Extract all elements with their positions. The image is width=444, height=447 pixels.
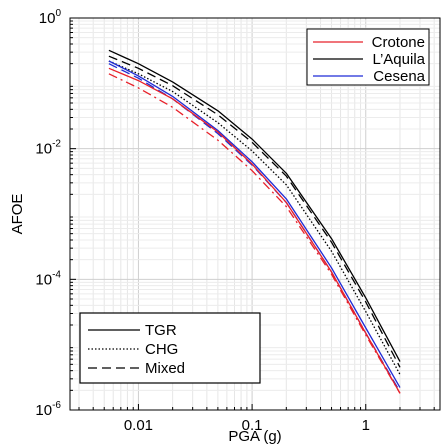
x-tick-label: 1 [362,417,370,434]
series-line [108,49,401,362]
series-line [108,73,401,394]
y-tick-label: 10-4 [35,269,61,288]
legend-label: Crotone [372,34,425,51]
x-tick-label: 0.01 [124,417,153,434]
series-lines [108,49,401,394]
axis-ticks [70,17,435,411]
series-line [108,67,401,394]
y-tick-label: 10-2 [35,139,61,158]
legend-label: Mixed [145,360,185,377]
x-tick-labels: 0.01 0.1 1 [124,417,370,434]
plot-area-frame [69,17,441,411]
x-axis-title: PGA (g) [228,428,281,445]
legend-label: TGR [145,322,177,339]
y-tick-label: 10-6 [35,400,61,419]
legend-label: CHG [145,341,178,358]
y-tick-labels: 10-6 10-4 10-2 100 [35,8,61,419]
series-line [108,60,401,388]
method-legend: TGR CHG Mixed [79,312,261,384]
legend-label: Cesena [373,68,425,85]
legend-label: L’Aquila [372,51,425,68]
y-tick-label: 100 [39,8,62,27]
method-legend-box [79,312,261,384]
y-axis-title: AFOE [9,194,26,235]
series-line [108,55,401,368]
x-tick-label: 0.1 [242,417,263,434]
